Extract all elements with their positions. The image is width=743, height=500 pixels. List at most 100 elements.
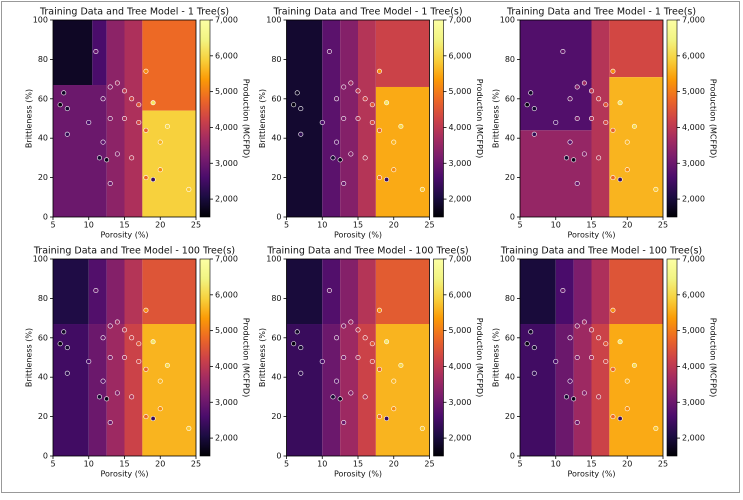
- data-point: [603, 119, 609, 125]
- y-tick-label: 100: [33, 16, 48, 25]
- data-point: [384, 177, 390, 183]
- region: [375, 259, 430, 325]
- region: [358, 324, 376, 456]
- y-tick-label: 40: [38, 134, 48, 143]
- data-point: [384, 100, 390, 106]
- data-point: [571, 396, 577, 402]
- colorbar-tick-label: 7,000: [449, 255, 472, 264]
- data-point: [122, 354, 128, 360]
- x-axis-label: Porosity (%): [334, 231, 382, 240]
- colorbar-tick-label: 7,000: [215, 16, 238, 25]
- data-point: [136, 341, 142, 347]
- y-axis-label: Brittleness (%): [492, 89, 501, 148]
- data-point: [157, 139, 163, 145]
- x-tick-label: 20: [622, 221, 632, 230]
- data-point: [298, 131, 304, 137]
- data-point: [624, 378, 630, 384]
- data-point: [574, 420, 580, 426]
- data-point: [567, 96, 573, 102]
- chart-title: Training Data and Tree Model - 1 Tree(s): [272, 7, 462, 18]
- colorbar: [433, 19, 444, 218]
- data-point: [631, 362, 637, 368]
- colorbar-tick-label: 5,000: [449, 87, 472, 96]
- data-point: [337, 396, 343, 402]
- data-point: [143, 175, 149, 181]
- data-point: [104, 396, 110, 402]
- y-tick-label: 60: [38, 333, 48, 342]
- data-point: [150, 416, 156, 422]
- y-axis-label: Brittleness (%): [492, 328, 501, 387]
- data-point: [64, 106, 70, 112]
- data-point: [100, 378, 106, 384]
- data-point: [57, 341, 63, 347]
- colorbar-tick-label: 2,000: [682, 195, 705, 204]
- x-tick-label: 15: [586, 460, 596, 469]
- data-point: [341, 323, 347, 329]
- colorbar-tick-label: 4,000: [215, 123, 238, 132]
- colorbar-tick-label: 5,000: [215, 326, 238, 335]
- colorbar-label: Production (MCFPD): [709, 318, 718, 397]
- x-tick-label: 20: [155, 221, 165, 230]
- data-point: [362, 394, 368, 400]
- data-point: [298, 345, 304, 351]
- region: [124, 324, 143, 456]
- colorbar-tick-label: 7,000: [215, 255, 238, 264]
- data-point: [334, 335, 340, 341]
- data-point: [57, 102, 63, 108]
- data-point: [376, 68, 382, 74]
- y-tick-label: 40: [38, 373, 48, 382]
- region: [53, 259, 89, 325]
- y-tick-label: 60: [271, 94, 281, 103]
- x-tick-label: 20: [389, 460, 399, 469]
- y-tick-label: 20: [271, 173, 281, 182]
- colorbar-tick-label: 6,000: [449, 290, 472, 299]
- data-point: [100, 139, 106, 145]
- region: [358, 20, 376, 217]
- colorbar-tick-label: 2,000: [215, 434, 238, 443]
- x-axis-label: Porosity (%): [567, 231, 615, 240]
- colorbar: [666, 258, 678, 457]
- data-point: [86, 358, 92, 364]
- data-point: [610, 307, 616, 313]
- data-point: [610, 366, 616, 372]
- colorbar-tick-label: 4,000: [215, 362, 238, 371]
- colorbar-tick-label: 7,000: [449, 16, 472, 25]
- data-point: [341, 420, 347, 426]
- data-point: [136, 102, 142, 108]
- colorbar-tick-label: 6,000: [682, 290, 705, 299]
- data-point: [596, 96, 602, 102]
- data-point: [93, 288, 99, 294]
- region: [340, 259, 358, 325]
- x-tick-label: 10: [317, 221, 327, 230]
- region: [142, 110, 196, 217]
- data-point: [596, 155, 602, 161]
- colorbar-tick-label: 3,000: [682, 159, 705, 168]
- data-point: [560, 49, 566, 55]
- data-point: [376, 307, 382, 313]
- colorbar-tick-label: 2,000: [682, 434, 705, 443]
- data-point: [129, 155, 135, 161]
- data-point: [362, 96, 368, 102]
- colorbar-tick-label: 5,000: [215, 87, 238, 96]
- data-point: [186, 186, 192, 192]
- y-tick-label: 60: [271, 333, 281, 342]
- region: [53, 324, 89, 456]
- data-point: [341, 116, 347, 122]
- y-tick-label: 40: [271, 134, 281, 143]
- colorbar-label: Production (MCFPD): [709, 79, 718, 158]
- region: [375, 20, 430, 87]
- data-point: [319, 119, 325, 125]
- y-tick-label: 60: [38, 94, 48, 103]
- data-point: [298, 370, 304, 376]
- data-point: [574, 116, 580, 122]
- x-tick-label: 15: [119, 460, 129, 469]
- region: [53, 20, 93, 86]
- region: [520, 130, 592, 217]
- data-point: [341, 354, 347, 360]
- y-tick-label: 80: [38, 294, 48, 303]
- y-tick-label: 60: [505, 333, 515, 342]
- data-point: [341, 84, 347, 90]
- data-point: [136, 358, 142, 364]
- region: [106, 20, 125, 217]
